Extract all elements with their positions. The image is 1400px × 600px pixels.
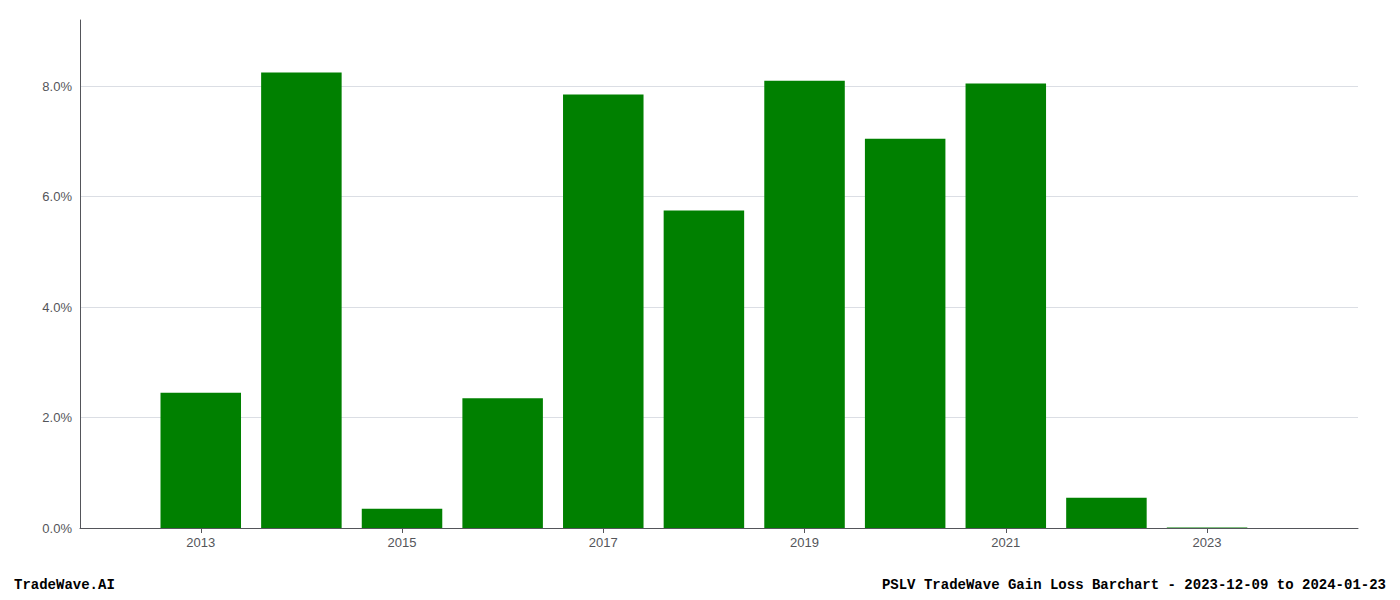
svg-text:8.0%: 8.0% [42,79,72,94]
svg-text:TradeWave.AI: TradeWave.AI [14,577,115,593]
svg-text:0.0%: 0.0% [42,521,72,536]
svg-text:2017: 2017 [589,535,618,550]
svg-text:6.0%: 6.0% [42,189,72,204]
svg-text:2015: 2015 [388,535,417,550]
svg-text:4.0%: 4.0% [42,300,72,315]
svg-text:PSLV TradeWave Gain Loss Barch: PSLV TradeWave Gain Loss Barchart - 2023… [882,577,1386,593]
svg-text:2023: 2023 [1193,535,1222,550]
svg-text:2021: 2021 [991,535,1020,550]
svg-text:2013: 2013 [186,535,215,550]
svg-text:2.0%: 2.0% [42,410,72,425]
svg-text:2019: 2019 [790,535,819,550]
